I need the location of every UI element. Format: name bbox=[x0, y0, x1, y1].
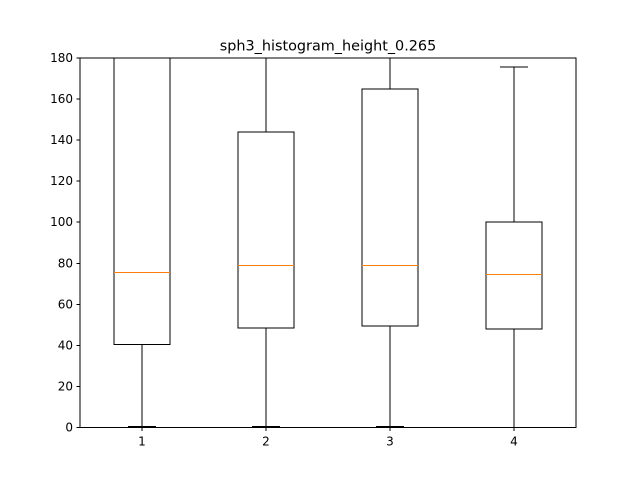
y-tick-label: 20 bbox=[58, 379, 73, 393]
y-tick-label: 100 bbox=[50, 215, 73, 229]
x-axis: 1 2 3 4 bbox=[138, 427, 518, 449]
y-tick-label: 180 bbox=[50, 51, 73, 65]
y-tick-label: 60 bbox=[58, 297, 73, 311]
box-iqr bbox=[361, 88, 419, 327]
box-iqr bbox=[485, 221, 543, 330]
y-tick-label: 0 bbox=[65, 421, 73, 435]
y-tick-label: 160 bbox=[50, 92, 73, 106]
x-tick-label: 2 bbox=[262, 435, 270, 449]
boxes-group bbox=[113, 58, 543, 428]
y-tick-label: 140 bbox=[50, 133, 73, 147]
x-tick-label: 1 bbox=[138, 435, 146, 449]
chart-title: sph3_histogram_height_0.265 bbox=[220, 39, 437, 55]
axes-frame bbox=[79, 57, 577, 428]
y-tick-label: 80 bbox=[58, 256, 73, 270]
y-tick-label: 120 bbox=[50, 174, 73, 188]
x-tick-label: 3 bbox=[386, 435, 394, 449]
box-iqr bbox=[113, 58, 171, 345]
box-3 bbox=[361, 58, 419, 427]
box-iqr bbox=[237, 131, 295, 329]
y-axis: 0 20 40 60 80 100 120 140 160 180 bbox=[50, 51, 80, 435]
x-tick-label: 4 bbox=[510, 435, 518, 449]
y-tick-label: 40 bbox=[58, 338, 73, 352]
box-4 bbox=[485, 66, 543, 428]
box-2 bbox=[237, 58, 295, 427]
plot-area: 0 20 40 60 80 100 120 140 160 180 1 2 3 4 bbox=[50, 51, 577, 449]
box-1 bbox=[113, 58, 171, 427]
